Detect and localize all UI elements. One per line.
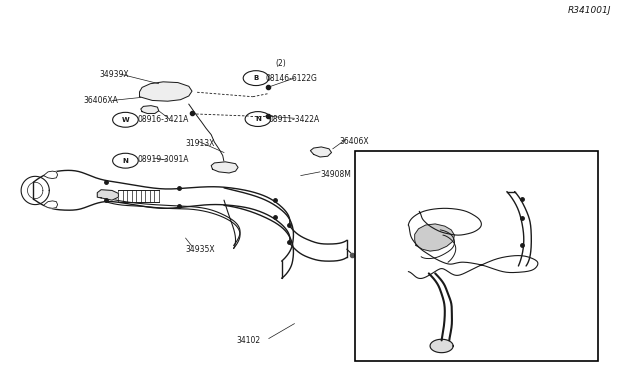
Polygon shape [211,162,238,173]
Polygon shape [310,147,332,157]
Text: N: N [255,116,261,122]
Text: 34908M: 34908M [320,170,351,179]
Text: 08146-6122G: 08146-6122G [266,74,317,83]
Polygon shape [415,224,454,251]
Text: 08911-3422A: 08911-3422A [269,115,320,124]
Text: 31913X: 31913X [186,139,215,148]
Text: W: W [122,117,129,123]
Text: 08919-3091A: 08919-3091A [138,155,189,164]
Polygon shape [430,339,453,353]
Polygon shape [97,190,118,200]
Bar [355,151,598,361]
Text: 34935X: 34935X [186,245,215,254]
Polygon shape [44,201,58,208]
Text: 36406X: 36406X [339,137,369,146]
Text: 08916-3421A: 08916-3421A [138,115,189,124]
Text: N: N [122,158,129,164]
Polygon shape [141,106,159,113]
Text: (2): (2) [275,59,286,68]
Text: 34939X: 34939X [99,70,129,79]
Text: B: B [253,75,259,81]
Polygon shape [140,82,192,101]
Text: 34102: 34102 [237,336,261,345]
Polygon shape [44,171,58,179]
Text: R341001J: R341001J [568,6,611,15]
Text: 36406XA: 36406XA [83,96,118,105]
